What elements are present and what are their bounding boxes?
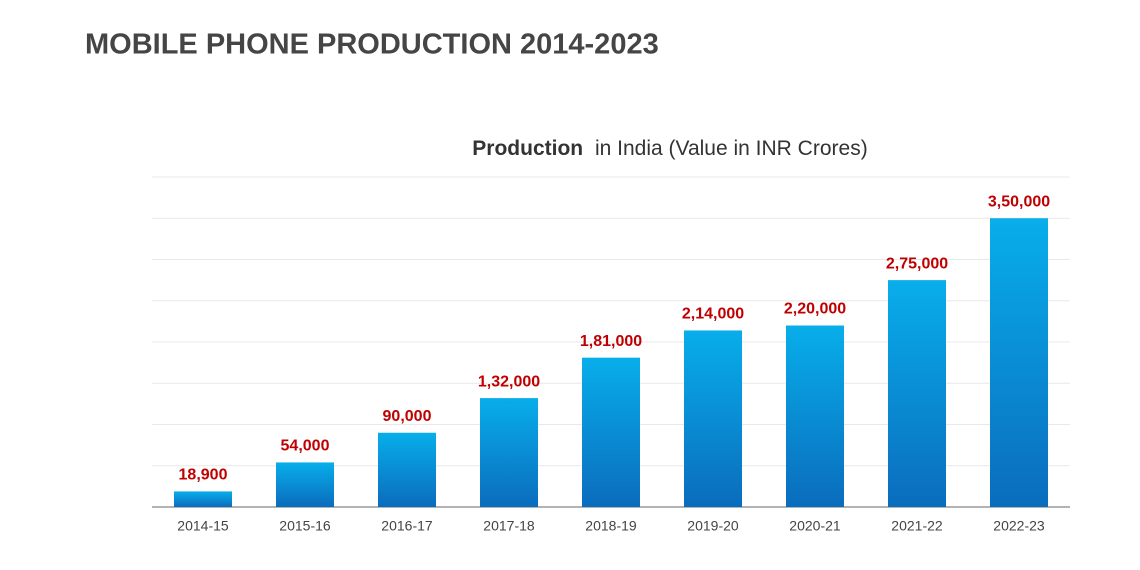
chart-subtitle: Production in India (Value in INR Crores… — [472, 137, 867, 160]
value-label: 2,14,000 — [682, 306, 744, 323]
x-tick-label: 2021-22 — [891, 518, 943, 534]
bar — [684, 330, 742, 507]
x-tick-label: 2016-17 — [381, 518, 433, 534]
value-label: 54,000 — [281, 438, 330, 455]
value-label: 18,900 — [179, 467, 228, 484]
bar — [888, 280, 946, 507]
x-tick-label: 2022-23 — [993, 518, 1045, 534]
bar — [174, 491, 232, 507]
x-tick-label: 2020-21 — [789, 518, 841, 534]
x-tick-label: 2017-18 — [483, 518, 535, 534]
x-tick-label: 2014-15 — [177, 518, 229, 534]
bar — [378, 432, 436, 507]
value-label: 2,75,000 — [886, 255, 948, 272]
x-tick-label: 2015-16 — [279, 518, 331, 534]
bar — [480, 398, 538, 507]
x-tick-label: 2019-20 — [687, 518, 739, 534]
value-label: 3,50,000 — [988, 193, 1050, 210]
bar — [276, 462, 334, 507]
subtitle-bold: Production — [472, 137, 583, 160]
value-label: 1,32,000 — [478, 373, 540, 390]
bar — [786, 325, 844, 507]
x-tick-label: 2018-19 — [585, 518, 637, 534]
value-label: 90,000 — [383, 408, 432, 425]
bar — [582, 357, 640, 507]
chart-title: MOBILE PHONE PRODUCTION 2014-2023 — [85, 29, 659, 61]
value-label: 2,20,000 — [784, 301, 846, 318]
value-label: 1,81,000 — [580, 333, 642, 350]
bar — [990, 218, 1048, 507]
subtitle-text: in India (Value in INR Crores) — [595, 137, 868, 160]
